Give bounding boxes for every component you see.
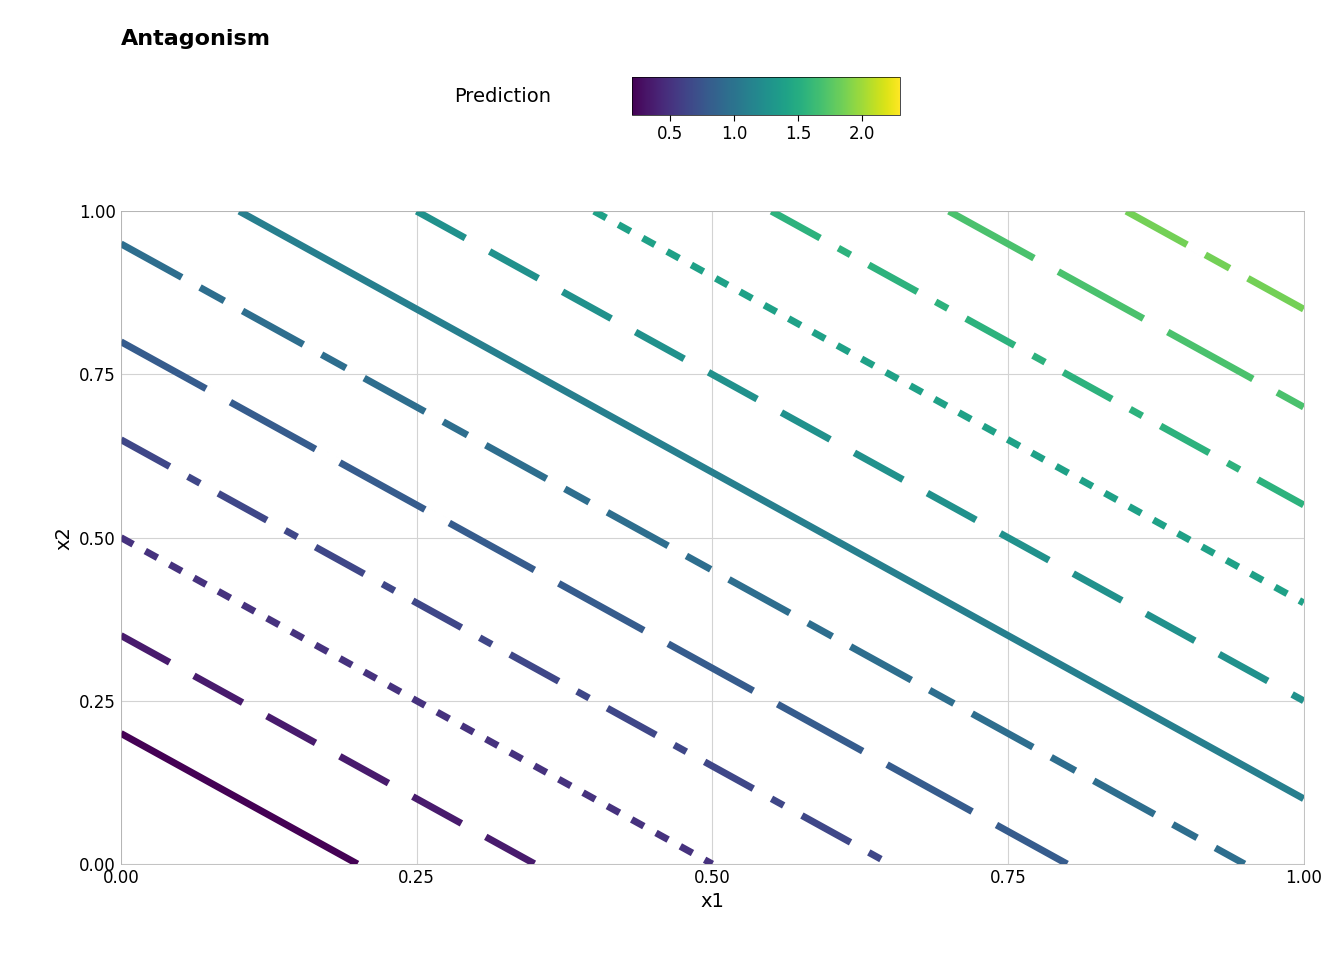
Text: Prediction: Prediction — [454, 86, 551, 106]
Text: Antagonism: Antagonism — [121, 29, 271, 49]
X-axis label: x1: x1 — [700, 893, 724, 911]
Y-axis label: x2: x2 — [55, 526, 74, 549]
